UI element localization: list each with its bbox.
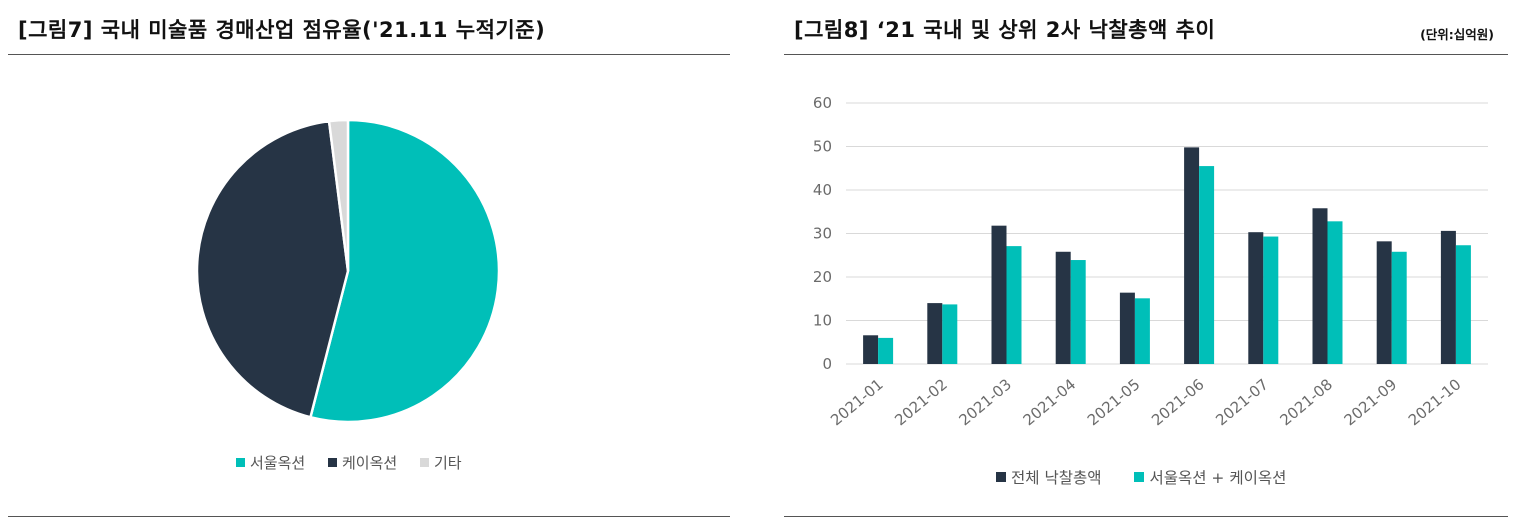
y-tick-label: 40: [813, 181, 832, 199]
bar-top2-2021-07: [1263, 236, 1279, 364]
x-tick-label: 2021-06: [1148, 375, 1208, 429]
bottom-divider: [8, 516, 730, 517]
pie-chart: [195, 118, 501, 424]
bar-top2-2021-03: [1006, 246, 1022, 364]
title-divider: [784, 54, 1508, 55]
y-tick-label: 10: [813, 312, 832, 330]
x-tick-label: 2021-10: [1405, 375, 1465, 429]
legend-item-top2: 서울옥션 + 케이옥션: [1134, 466, 1286, 488]
y-tick-label: 20: [813, 268, 832, 286]
unit-label: (단위:십억원): [1420, 27, 1494, 42]
legend-swatch: [996, 472, 1006, 482]
bar-total-2021-01: [863, 335, 879, 364]
pie-chart-panel: [그림7] 국내 미술품 경매산업 점유율('21.11 누적기준) 서울옥션 …: [8, 0, 730, 522]
x-tick-label: 2021-05: [1084, 375, 1144, 429]
x-tick-label: 2021-01: [827, 375, 887, 429]
pie-legend: 서울옥션 케이옥션 기타: [236, 452, 480, 473]
bar-chart-panel: [그림8] ‘21 국내 및 상위 2사 낙찰총액 추이 (단위:십억원) 0 1…: [784, 0, 1508, 522]
y-tick-label: 0: [822, 355, 832, 373]
y-tick-label: 60: [813, 94, 832, 112]
bar-total-2021-04: [1055, 251, 1071, 364]
bar-top2-2021-05: [1134, 298, 1150, 364]
bar-top2-2021-10: [1455, 245, 1471, 364]
legend-item-total: 전체 낙찰총액: [996, 466, 1102, 488]
legend-swatch: [1134, 472, 1145, 482]
x-tick-label: 2021-09: [1341, 375, 1401, 429]
bar-chart-title: [그림8] ‘21 국내 및 상위 2사 낙찰총액 추이: [794, 18, 1216, 42]
x-tick-label: 2021-02: [891, 375, 951, 429]
x-tick-label: 2021-07: [1212, 375, 1272, 429]
y-tick-label: 30: [813, 225, 832, 243]
x-tick-label: 2021-03: [955, 375, 1015, 429]
bar-total-2021-02: [927, 303, 943, 364]
bar-total-2021-08: [1312, 208, 1328, 364]
legend-item-seoul: 서울옥션: [236, 452, 305, 473]
bar-top2-2021-04: [1070, 260, 1086, 364]
bar-top2-2021-09: [1391, 251, 1407, 364]
bar-top2-2021-01: [878, 337, 894, 364]
bar-top2-2021-08: [1327, 221, 1343, 364]
bar-top2-2021-02: [942, 304, 958, 364]
pie-slice-1: [195, 119, 350, 419]
pie-slice-2: [327, 118, 350, 272]
bar-total-2021-06: [1184, 147, 1200, 364]
legend-label: 서울옥션: [250, 454, 306, 472]
x-tick-label: 2021-04: [1020, 375, 1080, 429]
x-tick-label: 2021-08: [1276, 375, 1336, 429]
legend-label: 전체 낙찰총액: [1011, 469, 1102, 487]
bar-total-2021-03: [991, 225, 1007, 364]
legend-label: 서울옥션 + 케이옥션: [1149, 469, 1287, 487]
bar-total-2021-07: [1248, 232, 1264, 364]
legend-swatch: [419, 458, 429, 467]
pie-chart-title: [그림7] 국내 미술품 경매산업 점유율('21.11 누적기준): [18, 18, 546, 42]
bottom-divider: [784, 516, 1508, 517]
bar-total-2021-10: [1440, 230, 1456, 364]
pie-slice-0: [308, 118, 501, 424]
bar-legend: 전체 낙찰총액 서울옥션 + 케이옥션: [996, 466, 1314, 488]
legend-swatch: [327, 458, 337, 467]
legend-swatch: [236, 458, 245, 467]
legend-label: 기타: [433, 454, 462, 472]
legend-label: 케이옥션: [341, 454, 398, 472]
legend-item-kauction: 케이옥션: [327, 452, 398, 473]
bar-top2-2021-06: [1199, 166, 1215, 364]
title-divider: [8, 54, 730, 55]
y-tick-label: 50: [813, 138, 832, 156]
bar-total-2021-09: [1376, 241, 1392, 364]
legend-item-other: 기타: [419, 452, 462, 473]
bar-total-2021-05: [1119, 292, 1135, 364]
